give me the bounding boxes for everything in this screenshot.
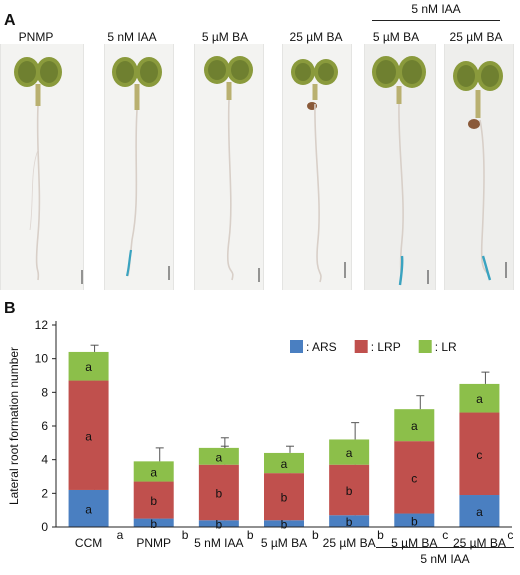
bar-segment <box>198 520 239 527</box>
seedling-4 <box>291 59 346 283</box>
x-tick-label: 25 µM BA <box>323 536 376 550</box>
bar-segment <box>133 518 174 527</box>
segment-letter: a <box>476 505 483 519</box>
category-letter: b <box>377 528 384 542</box>
legend-label: : LRP <box>371 340 401 354</box>
treatment-label: 5 µM BA <box>201 30 249 44</box>
treatment-label: 25 µM BA <box>289 30 343 44</box>
panel-b-group-line <box>376 547 514 548</box>
seedling-strip <box>364 44 436 290</box>
segment-letter: b <box>150 494 157 508</box>
legend-swatch <box>290 340 303 353</box>
bar-segment <box>68 380 109 490</box>
segment-letter: a <box>85 429 92 443</box>
segment-letter: c <box>411 471 417 485</box>
panel-b-group-label: 5 nM IAA <box>420 552 470 566</box>
segment-letter: b <box>150 517 157 531</box>
x-tick-label: PNMP <box>136 536 171 550</box>
bar-segment <box>198 464 239 521</box>
bar-segment <box>264 520 304 527</box>
segment-letter: a <box>411 419 418 433</box>
seedling-2 <box>112 57 170 280</box>
segment-letter: b <box>281 518 288 532</box>
bar-segment <box>329 464 370 516</box>
category-letter: b <box>247 528 254 542</box>
y-tick-label: 2 <box>41 486 48 500</box>
seedling-strip <box>0 44 84 290</box>
x-tick-label: 5 nM IAA <box>194 536 243 550</box>
legend-label: : ARS <box>306 340 337 354</box>
y-tick-label: 6 <box>41 419 48 433</box>
category-letter: c <box>442 528 448 542</box>
y-tick-label: 12 <box>35 318 49 332</box>
segment-letter: a <box>85 360 92 374</box>
y-tick-label: 4 <box>41 453 48 467</box>
category-letter: b <box>182 528 189 542</box>
seedling-1 <box>14 57 83 284</box>
treatment-label: 5 µM BA <box>372 30 420 44</box>
segment-letter: a <box>85 502 92 516</box>
segment-letter: b <box>216 486 223 500</box>
category-letter: a <box>117 528 124 542</box>
y-tick-label: 10 <box>35 352 49 366</box>
legend-label: : LR <box>435 340 457 354</box>
seedling-3 <box>204 56 260 282</box>
bar-segment <box>459 383 500 413</box>
panel-a-letter: A <box>4 12 16 29</box>
legend-swatch <box>354 340 368 353</box>
category-letter: b <box>312 528 319 542</box>
category-letter: c <box>507 528 513 542</box>
y-tick-label: 0 <box>41 520 48 534</box>
panel-a-group-label: 5 nM IAA <box>411 2 461 16</box>
segment-letter: a <box>281 457 288 471</box>
bar-segment <box>264 473 304 521</box>
bar-segment <box>459 495 500 527</box>
treatment-label: 5 nM IAA <box>107 30 157 44</box>
treatment-label: 25 µM BA <box>449 30 503 44</box>
stacked-bar-chart: 0 2 4 6 8 10 12 Lateral root formation number CC… <box>7 318 513 550</box>
bar-segment <box>394 441 435 514</box>
segment-letter: a <box>216 450 223 464</box>
bar-segment <box>264 452 304 474</box>
bar-segment <box>68 489 109 527</box>
x-tick-label: 25 µM BA <box>453 536 506 550</box>
panel-a-group-line <box>372 20 500 21</box>
y-axis-label: Lateral root formation number <box>7 347 21 505</box>
bar-segment <box>133 461 174 482</box>
segment-letter: b <box>281 491 288 505</box>
x-tick-label: 5 µM BA <box>391 536 437 550</box>
seedling-photos <box>14 56 507 286</box>
legend-swatch <box>418 340 432 353</box>
bar-segment <box>133 481 174 519</box>
seedling-6 <box>453 61 507 281</box>
segment-letter: b <box>216 518 223 532</box>
bar-segment <box>459 412 500 496</box>
seedling-5 <box>372 56 429 286</box>
segment-letter: b <box>346 515 353 529</box>
bar-segment <box>329 515 370 527</box>
panel-b-letter: B <box>4 300 16 317</box>
bar-segment <box>198 447 239 465</box>
x-tick-label: 5 µM BA <box>261 536 307 550</box>
segment-letter: a <box>150 465 157 479</box>
segment-letter: b <box>346 484 353 498</box>
bar-segment <box>394 513 435 527</box>
segment-letter: b <box>411 514 418 528</box>
y-tick-label: 8 <box>41 385 48 399</box>
x-tick-label: CCM <box>75 536 102 550</box>
bar-segment <box>329 439 370 465</box>
treatment-label: PNMP <box>18 30 54 44</box>
segment-letter: a <box>476 392 483 406</box>
segment-letter: c <box>476 448 482 462</box>
bar-segment <box>68 351 109 381</box>
bar-segment <box>394 409 435 442</box>
segment-letter: a <box>346 446 353 460</box>
